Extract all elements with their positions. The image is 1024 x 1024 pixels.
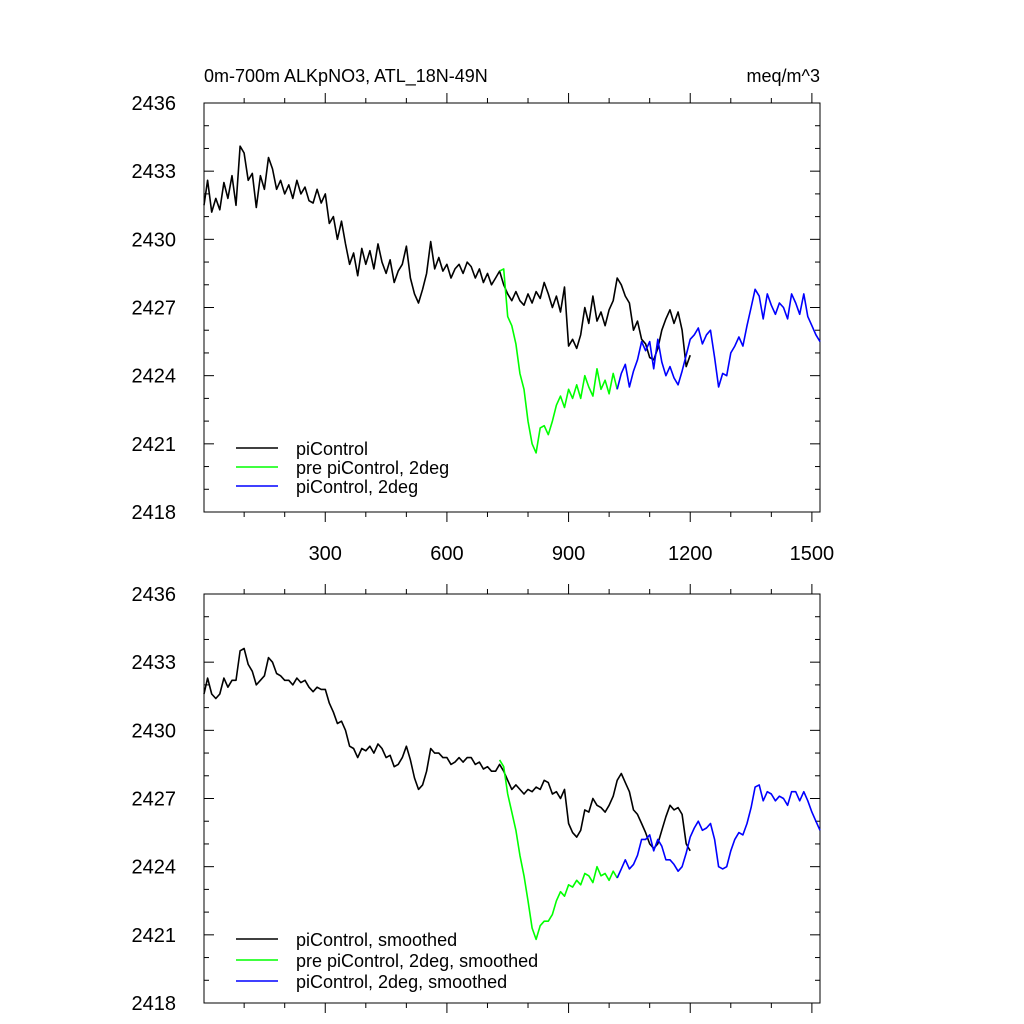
y-tick-label: 2433 xyxy=(132,652,177,674)
series-line xyxy=(616,784,821,879)
x-tick-label: 300 xyxy=(309,543,342,565)
x-tick-label: 600 xyxy=(430,543,463,565)
y-tick-label: 2436 xyxy=(132,93,177,115)
top-panel: 2418 2421 2424 2427 2430 2433 2436 300 600 900 120… xyxy=(132,93,835,565)
y-tick-label: 2424 xyxy=(132,366,177,388)
y-tick-label: 2421 xyxy=(132,925,177,947)
y-tick-label: 2421 xyxy=(132,434,177,456)
y-tick-label: 2418 xyxy=(132,993,177,1015)
legend-entry: piControl xyxy=(296,439,368,459)
y-tick-label: 2436 xyxy=(132,584,177,606)
x-tick-label: 1200 xyxy=(668,543,713,565)
legend-entry: piControl, 2deg, smoothed xyxy=(296,972,507,992)
series-line xyxy=(616,288,821,390)
y-tick-label: 2418 xyxy=(132,502,177,524)
y-tick-label: 2427 xyxy=(132,789,177,811)
y-tick-label: 2427 xyxy=(132,298,177,320)
series-line xyxy=(499,268,618,454)
figure-title: 0m-700m ALKpNO3, ATL_18N-49N xyxy=(204,66,488,87)
x-tick-label: 900 xyxy=(552,543,585,565)
legend-entry: pre piControl, 2deg, smoothed xyxy=(296,951,538,971)
y-tick-label: 2424 xyxy=(132,857,177,879)
y-tick-label: 2430 xyxy=(132,229,177,251)
legend-entry: pre piControl, 2deg xyxy=(296,458,449,478)
y-tick-label: 2433 xyxy=(132,161,177,183)
legend-entry: piControl, smoothed xyxy=(296,930,457,950)
units-label: meq/m^3 xyxy=(747,66,820,86)
bottom-panel: 2418 2421 2424 2427 2430 2433 2436 piControl, s… xyxy=(132,584,821,1015)
series-line xyxy=(203,647,691,852)
series-line xyxy=(498,759,618,941)
legend-entry: piControl, 2deg xyxy=(296,477,418,497)
y-tick-label: 2430 xyxy=(132,720,177,742)
series-line xyxy=(203,145,691,368)
x-tick-label: 1500 xyxy=(790,543,835,565)
